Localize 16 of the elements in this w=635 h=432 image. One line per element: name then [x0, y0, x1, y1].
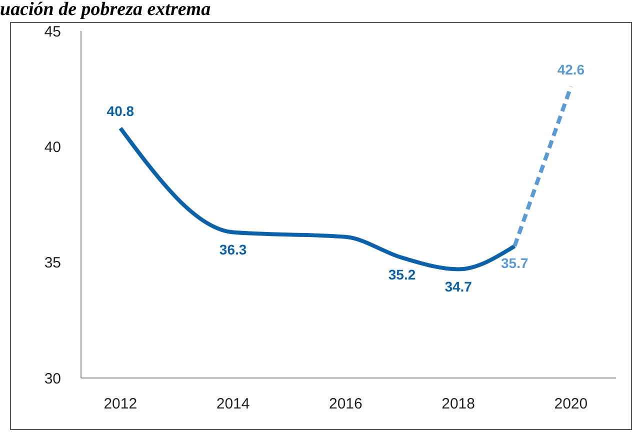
x-tick-label: 2014 [216, 396, 250, 413]
x-tick-label: 2018 [442, 396, 476, 413]
data-label: 35.2 [388, 266, 416, 283]
x-tick-label: 2012 [104, 396, 138, 413]
data-label: 35.7 [501, 255, 528, 272]
y-tick-label: 45 [44, 23, 61, 40]
y-tick-label: 40 [44, 138, 61, 156]
chart-title: uación de pobreza extrema [0, 0, 211, 20]
data-label: 42.6 [557, 62, 585, 78]
x-tick-label: 2020 [554, 396, 588, 413]
y-tick-label: 30 [44, 370, 61, 388]
data-label: 36.3 [219, 241, 247, 258]
data-label: 40.8 [106, 103, 134, 120]
data-label: 34.7 [444, 278, 472, 294]
x-tick-label: 2016 [328, 396, 362, 413]
y-tick-label: 35 [44, 254, 61, 272]
